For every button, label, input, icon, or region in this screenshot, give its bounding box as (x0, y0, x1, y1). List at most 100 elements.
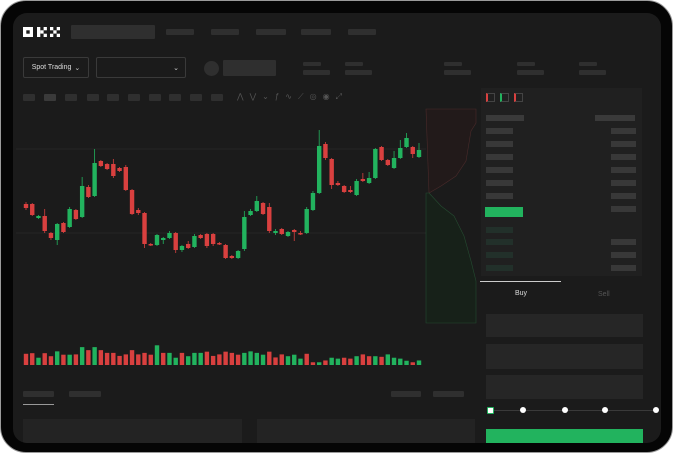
candle[interactable] (298, 231, 303, 235)
slider-step[interactable] (602, 407, 608, 413)
candle[interactable] (217, 242, 222, 245)
candle[interactable] (254, 196, 260, 212)
timeframe-button[interactable] (169, 94, 181, 101)
candle[interactable] (366, 172, 372, 184)
candle[interactable] (223, 244, 228, 259)
timeframe-button[interactable] (107, 94, 119, 101)
candle[interactable] (267, 203, 272, 233)
indicator-icon[interactable]: ⌄ (262, 92, 275, 101)
slider-step[interactable] (562, 407, 568, 413)
camera-icon[interactable]: ◎ (309, 92, 323, 101)
nav-item[interactable] (256, 29, 286, 35)
candle[interactable] (123, 165, 129, 191)
candle[interactable] (98, 160, 104, 167)
candle[interactable] (30, 203, 35, 216)
slider-step[interactable] (520, 407, 526, 413)
timeframe-button[interactable] (23, 94, 35, 101)
wave-icon[interactable]: ∿ (285, 92, 298, 101)
filter-button[interactable] (391, 391, 421, 397)
candle[interactable] (42, 209, 47, 233)
candle[interactable] (310, 191, 316, 211)
candle[interactable] (260, 202, 266, 215)
timeframe-button[interactable] (65, 94, 77, 101)
candle[interactable] (148, 243, 153, 246)
candle[interactable] (36, 215, 41, 219)
candle[interactable] (48, 232, 54, 240)
candle[interactable] (335, 181, 341, 186)
candle[interactable] (410, 146, 415, 158)
candle[interactable] (242, 211, 247, 251)
candle[interactable] (354, 179, 359, 196)
candle[interactable] (198, 234, 203, 239)
amount-input[interactable] (486, 344, 643, 369)
candle[interactable] (142, 212, 147, 248)
candle[interactable] (391, 151, 397, 169)
pair-dropdown[interactable]: ⌄ (96, 57, 186, 78)
timeframe-button[interactable] (190, 94, 202, 101)
search-bar[interactable] (71, 25, 155, 39)
candle[interactable] (111, 159, 116, 178)
timeframe-button[interactable] (87, 94, 99, 101)
book-asks-icon[interactable] (514, 93, 523, 102)
candle[interactable] (285, 231, 291, 237)
candle[interactable] (179, 245, 185, 252)
candle[interactable] (379, 146, 384, 161)
okx-logo[interactable] (23, 26, 65, 38)
timeframe-button[interactable] (44, 94, 56, 101)
candle[interactable] (229, 255, 235, 259)
candle[interactable] (341, 185, 347, 193)
candle[interactable] (61, 222, 66, 233)
candle[interactable] (348, 186, 353, 193)
slider-handle[interactable] (487, 407, 494, 414)
candle[interactable] (54, 223, 60, 245)
target-icon[interactable]: ◉ (322, 92, 336, 101)
nav-item[interactable] (211, 29, 239, 35)
nav-item[interactable] (301, 29, 331, 35)
fx-icon[interactable]: ƒ (274, 92, 286, 101)
candle[interactable] (161, 237, 166, 244)
tab-history[interactable] (69, 391, 101, 397)
candle[interactable] (360, 173, 366, 182)
candle[interactable] (235, 250, 241, 259)
nav-item[interactable] (348, 29, 376, 35)
candle[interactable] (185, 241, 191, 249)
timeframe-button[interactable] (149, 94, 161, 101)
candle[interactable] (304, 207, 309, 234)
ruler-icon[interactable]: ⟋ (297, 92, 310, 101)
slider-step[interactable] (653, 407, 659, 413)
candle[interactable] (273, 229, 278, 235)
candle[interactable] (248, 209, 253, 216)
candle[interactable] (92, 149, 97, 197)
more-button[interactable] (433, 391, 464, 397)
candle[interactable] (398, 140, 403, 159)
total-input[interactable] (486, 375, 643, 399)
candle[interactable] (329, 158, 334, 189)
fullscreen-icon[interactable]: ⤢ (335, 92, 348, 101)
buy-button[interactable] (486, 429, 643, 443)
tab-buy[interactable]: Buy (515, 290, 528, 297)
candle[interactable] (136, 208, 141, 215)
candle[interactable] (404, 133, 409, 148)
candle[interactable] (23, 202, 29, 210)
book-bids-icon[interactable] (500, 93, 509, 102)
candle[interactable] (192, 234, 197, 248)
book-both-icon[interactable] (486, 93, 495, 102)
candle[interactable] (373, 148, 378, 179)
candle[interactable] (86, 185, 91, 198)
candle[interactable] (204, 233, 210, 248)
spot-trading-dropdown[interactable]: Spot Trading ⌄ (23, 57, 89, 78)
tab-open-orders[interactable] (23, 391, 54, 397)
timeframe-button[interactable] (211, 94, 223, 101)
candle[interactable] (154, 234, 160, 246)
candle[interactable] (292, 229, 297, 241)
nav-item[interactable] (166, 29, 194, 35)
tab-sell[interactable]: Sell (598, 291, 610, 298)
candle[interactable] (167, 231, 172, 239)
candle[interactable] (173, 232, 178, 253)
candle[interactable] (210, 233, 216, 246)
candle[interactable] (385, 159, 391, 166)
price-input[interactable] (486, 314, 643, 337)
candle[interactable] (79, 177, 85, 218)
candle[interactable] (279, 228, 284, 235)
candle[interactable] (73, 209, 79, 220)
